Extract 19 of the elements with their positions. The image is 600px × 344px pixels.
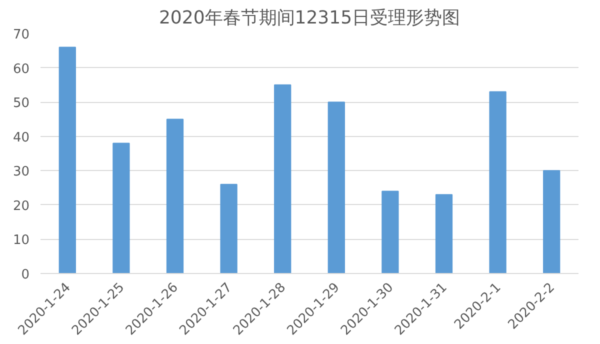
bar — [220, 184, 238, 274]
y-tick-label: 10 — [12, 233, 30, 248]
y-tick-label: 60 — [12, 62, 30, 77]
bar — [328, 102, 345, 274]
bar — [274, 84, 292, 274]
y-tick-label: 50 — [12, 96, 30, 112]
y-tick-label: 0 — [21, 268, 30, 282]
bar — [58, 46, 76, 274]
bar — [489, 91, 506, 274]
y-tick-label: 30 — [12, 164, 30, 180]
bar — [112, 142, 130, 274]
chart-title: 2020年春节期间12315日受理形势图 — [158, 8, 460, 28]
bar — [543, 170, 560, 274]
y-tick-label: 20 — [12, 198, 30, 214]
bar — [435, 194, 453, 274]
y-tick-label: 70 — [12, 28, 30, 42]
y-tick-label: 40 — [12, 130, 30, 146]
bar — [382, 190, 399, 274]
bar — [166, 118, 184, 274]
